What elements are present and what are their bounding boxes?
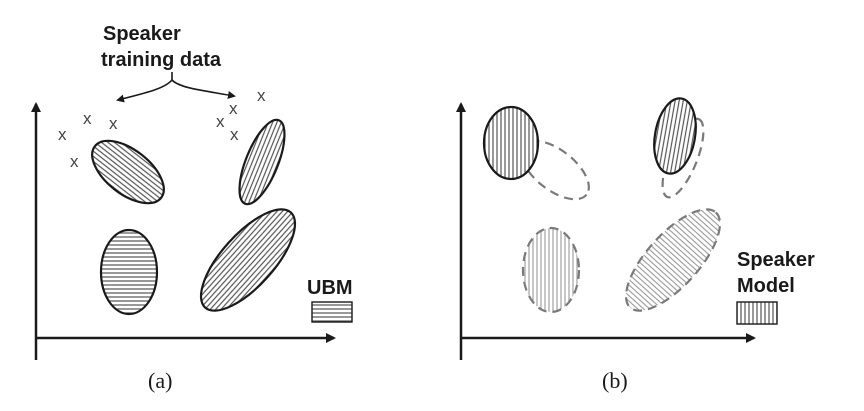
training-point-marker: x (216, 112, 225, 131)
panel-a-caption: (a) (148, 368, 172, 393)
training-point-marker: x (229, 99, 238, 118)
annotation-brace-left (116, 79, 173, 103)
speaker-gaussian-bottom-right (624, 208, 722, 312)
legend-speaker-label: Speaker (737, 249, 815, 271)
annotation-training-data: training data (101, 49, 222, 71)
ubm-gaussian-bottom-right (199, 208, 297, 312)
training-point-marker: x (257, 86, 266, 105)
legend-ubm-label: UBM (307, 277, 353, 299)
training-point-marker: x (230, 125, 239, 144)
speaker-gaussian-top-left (482, 105, 540, 181)
panel-a: x x x x x x x x Speaker training data UB… (31, 23, 353, 393)
annotation-brace-right (171, 79, 236, 99)
legend-ubm-swatch (311, 301, 353, 323)
legend-speaker-model-swatch (736, 301, 778, 325)
ubm-gaussian-bottom-left (99, 228, 159, 316)
training-point-marker: x (70, 152, 79, 171)
speaker-gaussian-bottom-left (521, 226, 581, 314)
ubm-gaussian-top-left (91, 139, 165, 205)
speaker-gaussian-top-right (653, 97, 697, 175)
panel-b-caption: (b) (602, 368, 628, 393)
training-point-marker: x (83, 109, 92, 128)
training-point-marker: x (109, 114, 118, 133)
speaker-training-data-markers: x x x x x x x x (58, 86, 266, 171)
annotation-speaker: Speaker (103, 23, 181, 45)
training-point-marker: x (58, 125, 67, 144)
panel-b: Speaker Model (b) (456, 97, 815, 393)
legend-model-label: Model (737, 275, 795, 297)
ubm-gaussian-top-right (238, 118, 286, 206)
